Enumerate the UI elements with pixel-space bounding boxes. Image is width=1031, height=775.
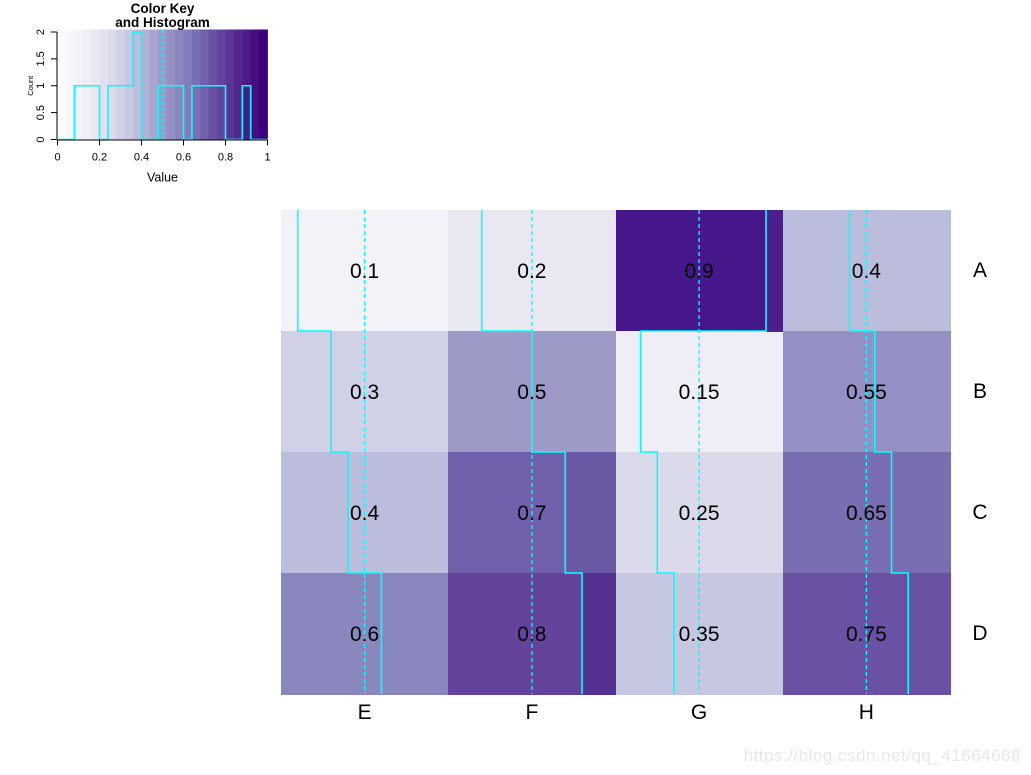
cell-value-label: 0.35 (678, 622, 720, 646)
cell-value-label: 0.7 (517, 501, 547, 525)
cell-value-label: 0.4 (851, 259, 881, 283)
row-label-D: D (972, 621, 988, 645)
cell-value-label: 0.5 (517, 380, 547, 404)
cell-shade-overlay (582, 573, 616, 695)
row-label-A: A (972, 258, 987, 282)
watermark: https://blog.csdn.net/qq_41664688 (743, 746, 1021, 765)
cell-value-label: 0.1 (349, 259, 380, 283)
cell-value-label: 0.15 (678, 380, 720, 404)
col-label-G: G (690, 701, 708, 724)
cell-shade-overlay (766, 210, 784, 332)
cell-value-label: 0.8 (517, 622, 547, 646)
col-label-H: H (858, 701, 874, 724)
cell-value-label: 0.2 (517, 259, 547, 283)
cell-value-label: 0.9 (684, 259, 714, 283)
cell-value-label: 0.4 (349, 501, 380, 525)
col-label-F: F (525, 701, 539, 724)
cell-value-label: 0.55 (845, 380, 887, 404)
col-label-E: E (357, 701, 372, 724)
cell-value-label: 0.75 (845, 622, 887, 646)
row-label-C: C (972, 500, 988, 524)
cell-value-label: 0.25 (678, 501, 720, 525)
row-label-B: B (972, 379, 987, 403)
cell-value-label: 0.65 (845, 501, 887, 525)
cell-value-label: 0.3 (349, 380, 380, 404)
cell-value-label: 0.6 (349, 622, 380, 646)
